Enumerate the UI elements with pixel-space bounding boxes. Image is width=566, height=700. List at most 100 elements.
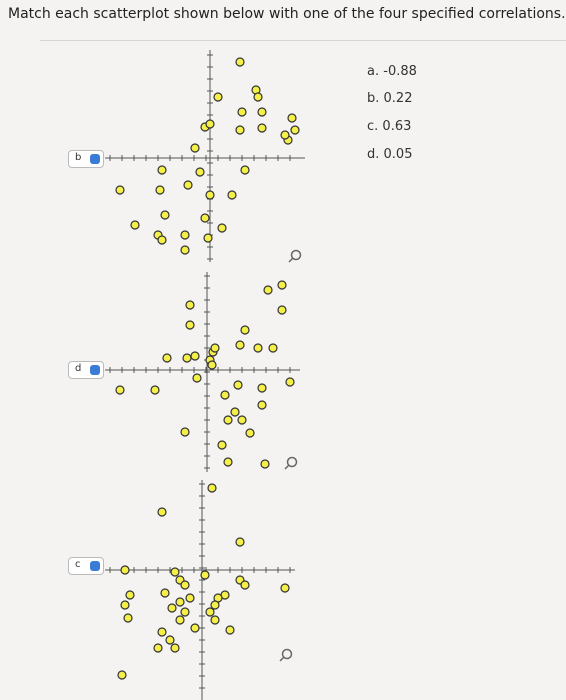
scatter-dot [205, 190, 215, 200]
scatter-dot [253, 343, 263, 353]
scatter-dot [115, 385, 125, 395]
question: Match each scatterplot shown below with … [8, 6, 566, 22]
zoom-icons [279, 249, 302, 662]
scatter-dot [207, 360, 217, 370]
scatter-dot [220, 390, 230, 400]
scatter-dot [180, 580, 190, 590]
scatter-dot [225, 625, 235, 635]
scatter-dot [203, 233, 213, 243]
scatter-dot [240, 325, 250, 335]
option-letter: d. [367, 147, 380, 162]
zoom-icon[interactable] [288, 249, 302, 263]
scatter-dot [157, 627, 167, 637]
scatter-dot [170, 643, 180, 653]
scatter-dot [185, 593, 195, 603]
scatter-dot [237, 415, 247, 425]
dropdown-icon [90, 561, 100, 571]
option-value: 0.05 [383, 147, 413, 162]
divider [40, 40, 566, 41]
scatter-dot [217, 440, 227, 450]
scatter-dot [157, 235, 167, 245]
option-value: 0.22 [383, 91, 413, 106]
scatter-dot [200, 213, 210, 223]
option-letter: a. [367, 64, 380, 79]
scatter-dot [120, 600, 130, 610]
scatter-dot [257, 107, 267, 117]
option-letter: c. [367, 119, 379, 134]
scatter-dot [268, 343, 278, 353]
scatter-dot [207, 483, 217, 493]
scatter-dot [170, 567, 180, 577]
scatter-dot [183, 180, 193, 190]
zoom-icon[interactable] [284, 456, 298, 470]
dropdown-value: c [75, 559, 81, 570]
scatter-dot [125, 590, 135, 600]
scatter-dot [157, 165, 167, 175]
scatter-dot [185, 320, 195, 330]
scatter-dot [235, 537, 245, 547]
scatter-dot [210, 615, 220, 625]
scatter-dot [223, 457, 233, 467]
scatter-dot [117, 670, 127, 680]
option: d. 0.05 [367, 147, 412, 162]
scatter-dot [277, 280, 287, 290]
option: b. 0.22 [367, 91, 412, 106]
scatter-dot [227, 190, 237, 200]
scatter-dot [130, 220, 140, 230]
scatter-dot [290, 125, 300, 135]
scatter-dot [213, 92, 223, 102]
scatter-dot [120, 565, 130, 575]
scatter-dot [195, 167, 205, 177]
option: c. 0.63 [367, 119, 411, 134]
scatter-dot [157, 507, 167, 517]
option-value: -0.88 [383, 64, 417, 79]
scatter-dot [205, 607, 215, 617]
scatter-dot [182, 353, 192, 363]
scatter-dot [155, 185, 165, 195]
zoom-icon[interactable] [279, 648, 293, 662]
scatter-dot [287, 113, 297, 123]
option-value: 0.63 [382, 119, 412, 134]
scatter-dot [240, 580, 250, 590]
scatter-dot [192, 373, 202, 383]
axes [105, 50, 305, 700]
scatter-dot [190, 143, 200, 153]
scatter-dot [235, 340, 245, 350]
scatter-dot [233, 380, 243, 390]
scatter-dot [277, 305, 287, 315]
dropdown[interactable]: c [68, 557, 104, 575]
scatter-dot [165, 635, 175, 645]
scatter-dot [190, 623, 200, 633]
scatter-dot [237, 107, 247, 117]
scatter-dot [180, 245, 190, 255]
scatter-dot [245, 428, 255, 438]
dropdown-icon [90, 365, 100, 375]
scatter-dot [280, 130, 290, 140]
scatter-dot [285, 377, 295, 387]
scatter-dot [180, 607, 190, 617]
scatter-dot [200, 570, 210, 580]
option-letter: b. [367, 91, 380, 106]
scatter-dot [253, 92, 263, 102]
scatter-dot [160, 210, 170, 220]
scatter-dot [175, 597, 185, 607]
scatter-dot [235, 57, 245, 67]
scatter-dot [167, 603, 177, 613]
scatter-dot [153, 643, 163, 653]
scatter-dot [150, 385, 160, 395]
dropdown[interactable]: d [68, 361, 104, 379]
scatter-dot [115, 185, 125, 195]
scatter-dot [175, 615, 185, 625]
scatter-dot [257, 400, 267, 410]
dropdown-value: d [75, 363, 82, 374]
scatter-dot [230, 407, 240, 417]
scatter-dot [190, 351, 200, 361]
dropdown[interactable]: b [68, 150, 104, 168]
scatter-dot [162, 353, 172, 363]
scatter-dot [160, 588, 170, 598]
dropdown-value: b [75, 152, 82, 163]
scatter-dot [280, 583, 290, 593]
scatter-dot [235, 125, 245, 135]
